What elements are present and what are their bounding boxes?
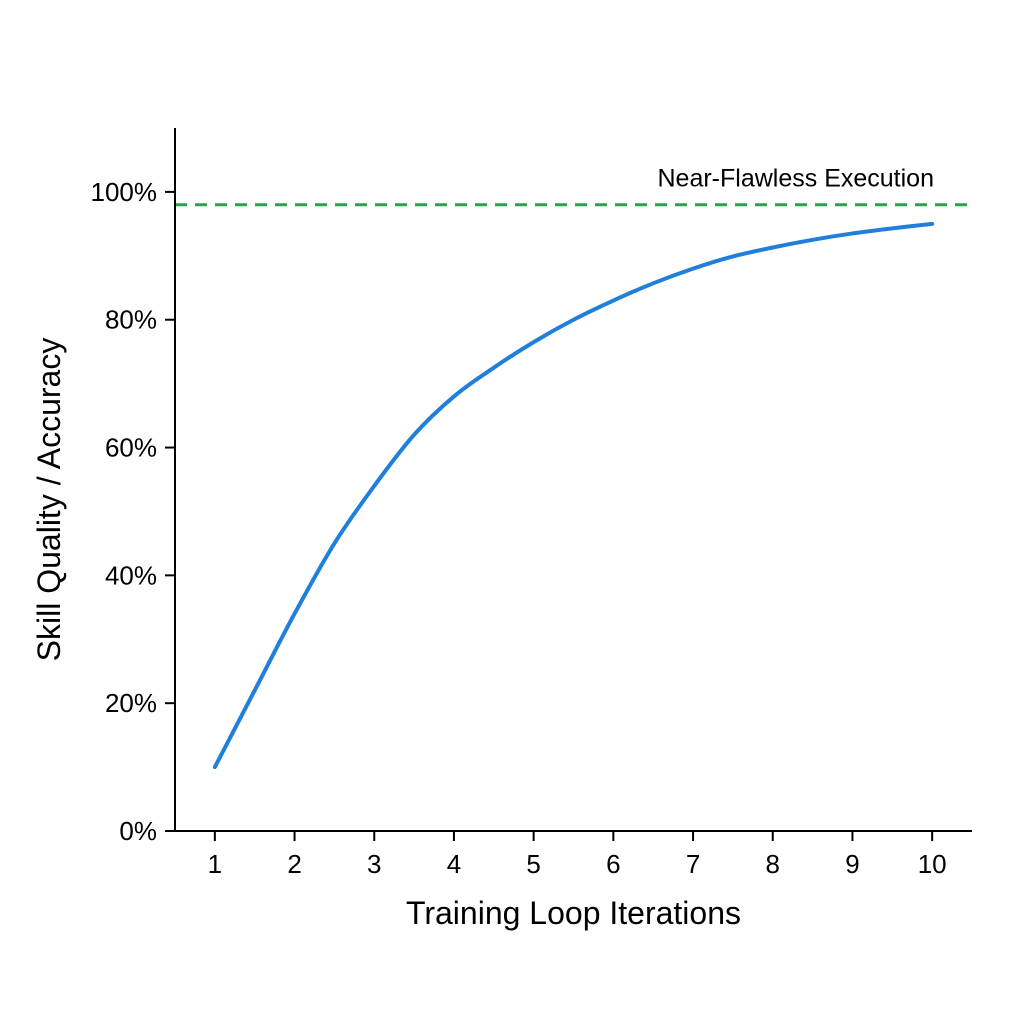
x-tick-label: 7 <box>686 849 700 879</box>
x-tick-label: 1 <box>208 849 222 879</box>
y-tick-label: 20% <box>105 688 157 718</box>
x-axis-title: Training Loop Iterations <box>406 895 741 931</box>
y-tick-label: 40% <box>105 560 157 590</box>
y-axis-title: Skill Quality / Accuracy <box>31 338 67 662</box>
series-line-0 <box>212 221 935 770</box>
x-tick-label: 2 <box>287 849 301 879</box>
x-tick-label: 6 <box>606 849 620 879</box>
x-tick-label: 5 <box>526 849 540 879</box>
y-tick-label: 60% <box>105 433 157 463</box>
y-tick-label: 100% <box>91 177 158 207</box>
reference-line-label: Near-Flawless Execution <box>658 165 935 193</box>
y-tick-label: 80% <box>105 305 157 335</box>
y-tick-label: 0% <box>119 816 157 846</box>
x-tick-label: 3 <box>367 849 381 879</box>
x-tick-label: 10 <box>918 849 947 879</box>
x-tick-label: 8 <box>766 849 780 879</box>
x-tick-label: 4 <box>447 849 461 879</box>
x-tick-label: 9 <box>845 849 859 879</box>
